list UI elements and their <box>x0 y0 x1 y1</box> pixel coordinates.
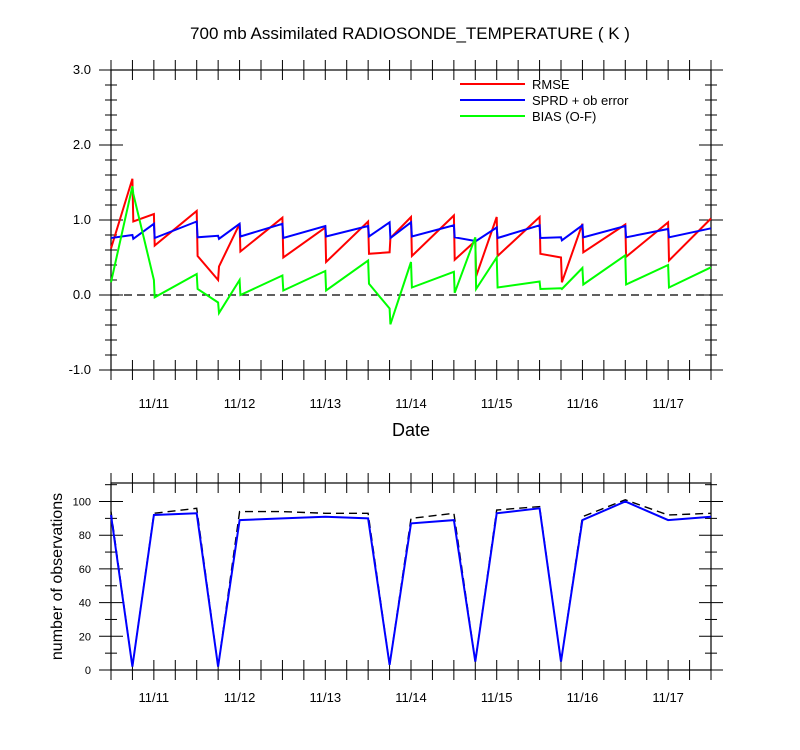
y-tick-label: 3.0 <box>73 62 91 77</box>
y-tick-label: 60 <box>79 564 91 576</box>
x-tick-label: 11/12 <box>224 690 256 705</box>
legend-label: BIAS (O-F) <box>532 109 596 124</box>
x-tick-label: 11/16 <box>567 690 599 705</box>
series-line-bias-o-f <box>110 186 712 325</box>
y-tick-label: 100 <box>73 497 91 509</box>
plot-frame-2 <box>110 482 712 671</box>
series-line-rmse <box>110 178 712 283</box>
y-tick-label: 0.0 <box>73 287 91 302</box>
y-axis-label: number of observations <box>49 493 66 660</box>
x-tick-label: 11/17 <box>652 396 684 411</box>
legend-label: RMSE <box>532 77 570 92</box>
x-tick-label: 11/15 <box>481 396 513 411</box>
x-tick-label: 11/13 <box>309 690 341 705</box>
x-axis-label: Date <box>392 420 430 440</box>
y-tick-label: 80 <box>79 530 91 542</box>
x-tick-label: 11/13 <box>309 396 341 411</box>
series-line-sprd-ob-error <box>110 220 712 242</box>
x-tick-label: 11/12 <box>224 396 256 411</box>
y-tick-label: 20 <box>79 631 91 643</box>
y-tick-label: -1.0 <box>69 362 91 377</box>
x-tick-label: 11/17 <box>652 690 684 705</box>
series-line-2-2 <box>110 500 712 667</box>
legend-label: SPRD + ob error <box>532 93 629 108</box>
chart-title: 700 mb Assimilated RADIOSONDE_TEMPERATUR… <box>190 24 630 43</box>
x-tick-label: 11/11 <box>139 396 170 411</box>
x-tick-label: 11/11 <box>139 690 170 705</box>
x-tick-label: 11/16 <box>567 396 599 411</box>
x-tick-label: 11/15 <box>481 690 513 705</box>
y-tick-label: 0 <box>85 665 91 677</box>
x-tick-label: 11/14 <box>395 690 427 705</box>
y-tick-label: 1.0 <box>73 212 91 227</box>
y-tick-label: 2.0 <box>73 137 91 152</box>
x-tick-label: 11/14 <box>395 396 427 411</box>
y-tick-label: 40 <box>79 598 91 610</box>
